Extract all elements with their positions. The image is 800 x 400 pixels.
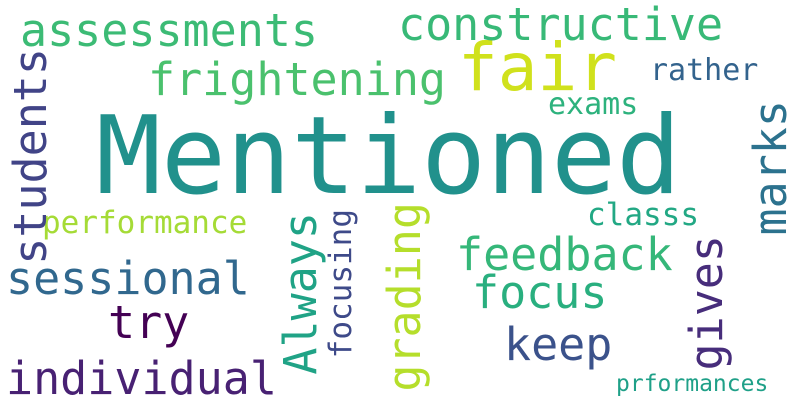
word-focusing: focusing (323, 209, 359, 359)
word-students: students (4, 48, 57, 265)
word-mentioned: Mentioned (96, 94, 682, 219)
word-individual: individual (6, 352, 277, 400)
word-focus: focus (472, 266, 608, 319)
word-always: Always (274, 212, 327, 375)
word-feedback: feedback (456, 228, 673, 281)
word-constructive: constructive (398, 0, 724, 51)
word-rather: rather (650, 53, 759, 88)
word-exams: exams (548, 87, 639, 122)
word-marks: marks (744, 100, 797, 236)
word-performance: performance (42, 205, 248, 241)
word-sessional: sessional (6, 252, 250, 305)
word-keep: keep (504, 318, 613, 371)
word-frightening: frightening (148, 53, 447, 106)
word-prformances: prformances (616, 371, 769, 397)
word-gives: gives (680, 235, 733, 371)
word-try: try (108, 296, 190, 349)
word-fair: fair (458, 29, 617, 106)
word-assessments: assessments (20, 4, 319, 57)
word-grading: grading (378, 202, 431, 392)
word-classs: classs (587, 197, 699, 233)
